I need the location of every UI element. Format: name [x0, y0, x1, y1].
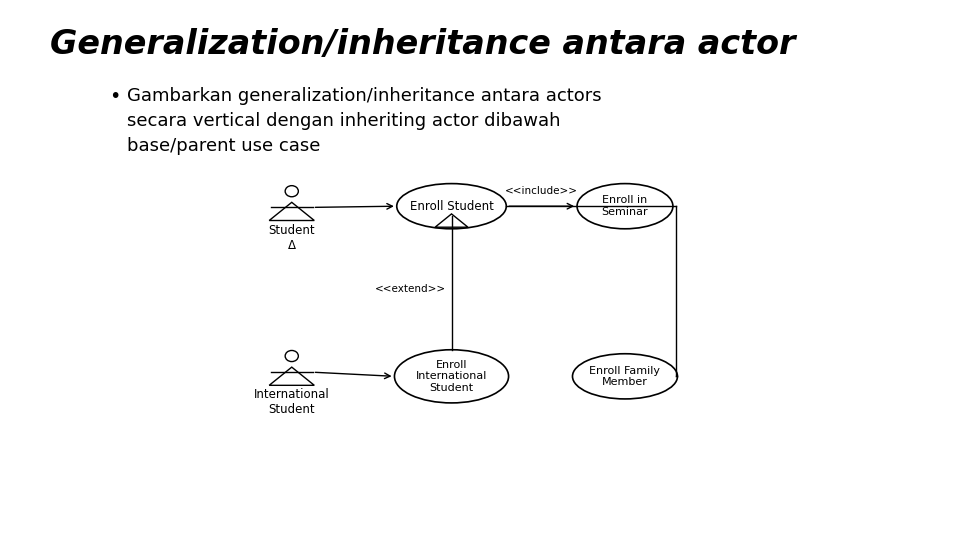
Text: Enroll in
Seminar: Enroll in Seminar — [602, 195, 648, 217]
Text: <<include>>: <<include>> — [505, 186, 578, 195]
Text: <<extend>>: <<extend>> — [374, 284, 446, 294]
Text: Gambarkan generalization/inheritance antara actors
secara vertical dengan inheri: Gambarkan generalization/inheritance ant… — [128, 86, 602, 154]
Text: •: • — [109, 86, 121, 106]
Text: Enroll
International
Student: Enroll International Student — [416, 360, 488, 393]
Text: International
Student: International Student — [253, 388, 329, 416]
Text: Student
Δ: Student Δ — [269, 224, 315, 252]
Text: Enroll Family
Member: Enroll Family Member — [589, 366, 660, 387]
Text: Generalization/inheritance antara actor: Generalization/inheritance antara actor — [50, 28, 795, 61]
Text: Enroll Student: Enroll Student — [410, 200, 493, 213]
